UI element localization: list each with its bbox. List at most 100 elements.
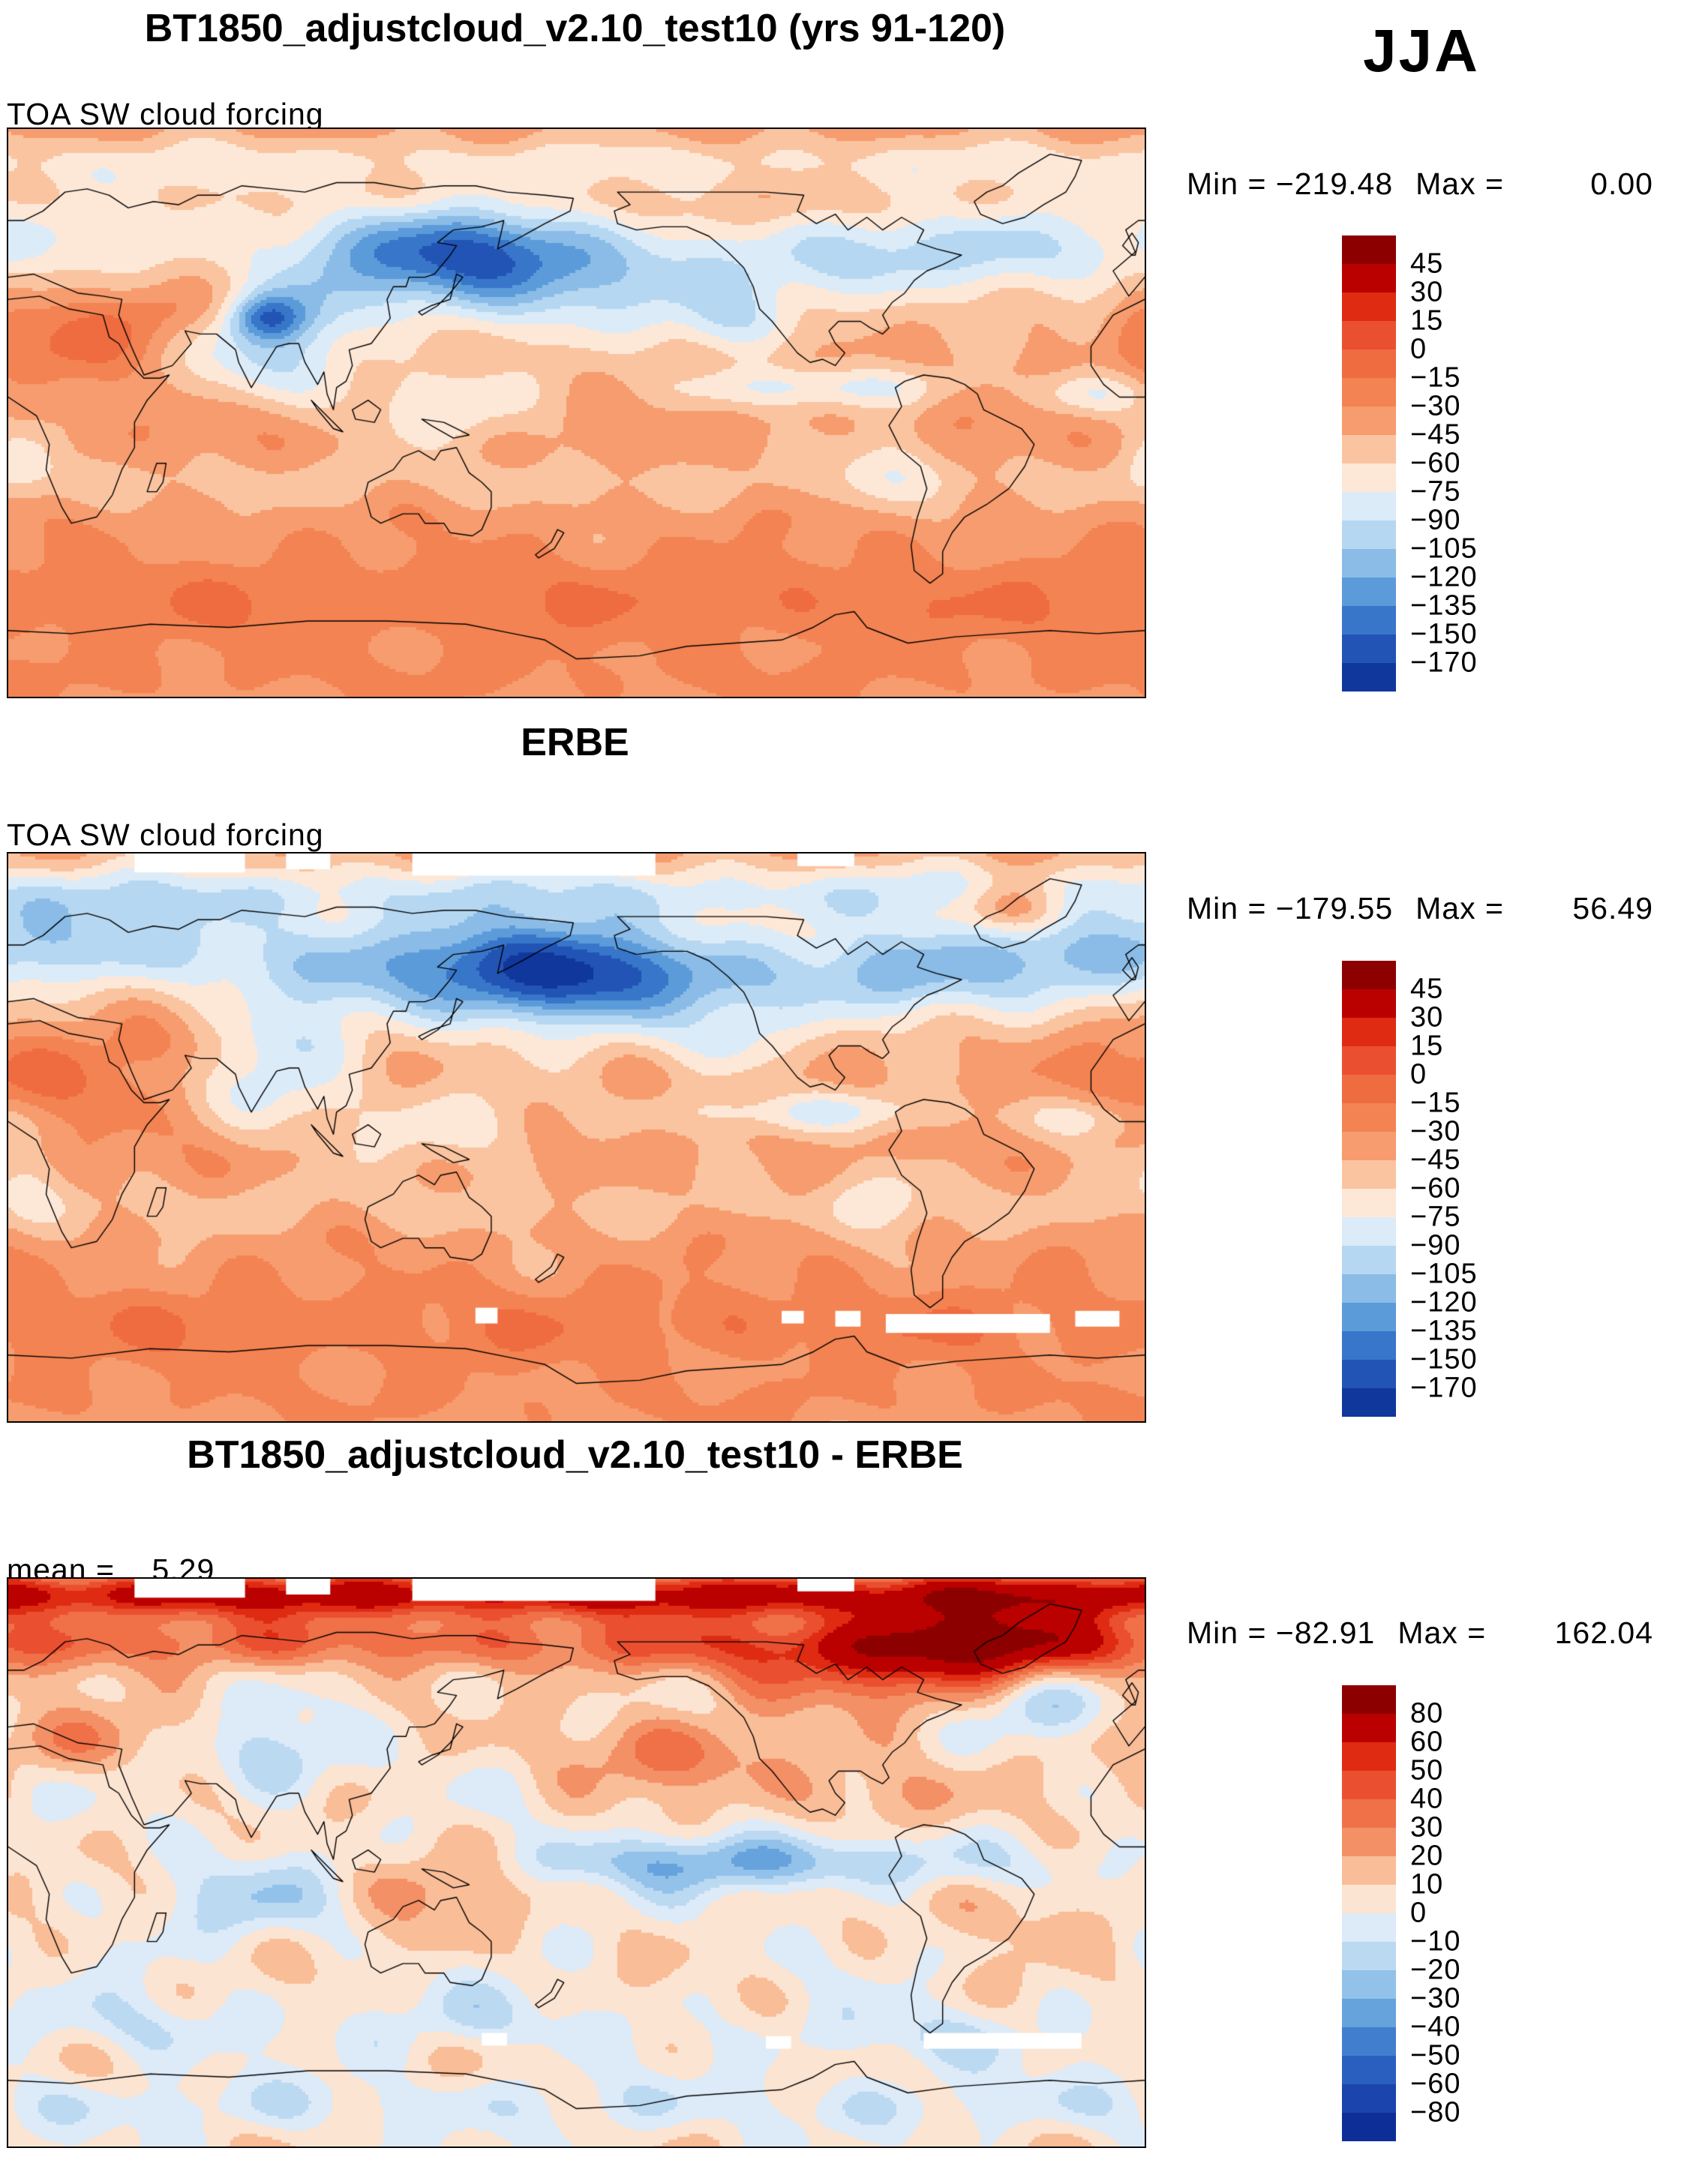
colorbar-cell [1342,236,1396,264]
colorbar-cell [1342,292,1396,321]
colorbar-cell [1342,1388,1396,1417]
colorbar-cell [1342,1742,1396,1771]
panel-title-erbe: ERBE [521,721,629,764]
panel-title-model: BT1850_adjustcloud_v2.10_test10 (yrs 91-… [144,7,1006,50]
min-stat: Min = −82.91 [1187,1616,1376,1650]
colorbar-cell [1342,1360,1396,1388]
colorbar-tick-label: −105 [1410,532,1478,565]
colorbar-tick-label: −45 [1410,1144,1461,1176]
panel-stats-row-erbe: TOA SW cloud forcing mean= −52.27 W/m2 [7,782,1143,922]
colorbar-tick-label: −20 [1410,1954,1461,1986]
colorbar-tick-label: −90 [1410,1229,1461,1262]
colorbar-cell [1342,321,1396,350]
colorbar-tick-label: −15 [1410,1087,1461,1119]
colorbar-tick-label: −170 [1410,646,1478,679]
min-stat: Min = −179.55 [1187,891,1394,926]
max-label: Max = [1397,1616,1487,1650]
panel-title-difference: BT1850_adjustcloud_v2.10_test10 - ERBE [187,1433,963,1477]
colorbar-ticks-model: 45 30 15 0 −15 −30 −45 −60 −75 −90 −105 −120 −135 −15… [1410,236,1575,692]
panel-stats-row-difference: mean = 5.29 rmse = 18.22 W/m2 [7,1517,1143,1658]
colorbar-cell [1342,1942,1396,1970]
colorbar-tick-label: −45 [1410,418,1461,451]
colorbar-cell [1342,492,1396,520]
colorbar-tick-label: −120 [1410,1286,1478,1318]
colorbar-tick-label: 15 [1410,1030,1444,1062]
colorbar-tick-label: 0 [1410,1058,1427,1090]
colorbar-cell [1342,634,1396,663]
colorbar-difference [1342,1685,1396,2141]
colorbar-cell [1342,1885,1396,1913]
colorbar-tick-label: −170 [1410,1372,1478,1404]
colorbar-cell [1342,663,1396,692]
colorbar-cell [1342,520,1396,549]
colorbar-cell [1342,2084,1396,2113]
colorbar-tick-label: −75 [1410,1201,1461,1233]
colorbar-tick-label: 0 [1410,1897,1427,1929]
panel-stats-row-model: TOA SW cloud forcing mean= −46.98 W/m2 [7,62,1143,202]
variable-label: TOA SW cloud forcing [7,97,324,131]
colorbar-cell [1342,989,1396,1018]
colorbar-ticks-erbe: 45 30 15 0 −15 −30 −45 −60 −75 −90 −105 −120 −135 −15… [1410,961,1575,1417]
colorbar-cell [1342,1303,1396,1331]
colorbar-cell [1342,2027,1396,2056]
colorbar-tick-label: 45 [1410,973,1444,1005]
colorbar-cell [1342,1160,1396,1189]
colorbar-cell [1342,1913,1396,1942]
colorbar-tick-label: 30 [1410,1001,1444,1034]
colorbar-tick-label: −60 [1410,2068,1461,2100]
minmax-line-difference: Min = −82.91 Max = 162.04 [1187,1616,1653,1651]
colorbar-tick-label: 40 [1410,1783,1444,1815]
colorbar-tick-label: 20 [1410,1840,1444,1872]
colorbar-cell [1342,1856,1396,1885]
season-label: JJA [1363,17,1480,84]
max-label: Max = [1415,166,1504,201]
colorbar-cell [1342,961,1396,989]
max-value: 56.49 [1572,891,1653,926]
colorbar-tick-label: −50 [1410,2039,1461,2072]
colorbar-tick-label: −120 [1410,561,1478,593]
colorbar-tick-label: −150 [1410,1343,1478,1376]
colorbar-cell [1342,406,1396,435]
colorbar-erbe [1342,961,1396,1417]
colorbar-cell [1342,264,1396,292]
colorbar-cell [1342,1246,1396,1274]
colorbar-cell [1342,378,1396,406]
minmax-line-model: Min = −219.48 Max = 0.00 [1187,166,1653,202]
colorbar-cell [1342,1217,1396,1246]
colorbar-cell [1342,1714,1396,1742]
colorbar-cell [1342,1075,1396,1103]
colorbar-tick-label: −90 [1410,504,1461,536]
colorbar-cell [1342,1799,1396,1828]
max-value: 162.04 [1554,1616,1653,1650]
colorbar-cell [1342,1274,1396,1303]
colorbar-tick-label: −30 [1410,390,1461,422]
colorbar-tick-label: −105 [1410,1258,1478,1290]
colorbar-tick-label: 10 [1410,1868,1444,1900]
colorbar-cell [1342,1771,1396,1799]
colorbar-tick-label: −60 [1410,447,1461,479]
colorbar-tick-label: −80 [1410,2096,1461,2128]
colorbar-tick-label: 30 [1410,1811,1444,1844]
max-value: 0.00 [1590,166,1653,201]
colorbar-tick-label: −150 [1410,618,1478,650]
colorbar-tick-label: −30 [1410,1115,1461,1148]
colorbar-cell [1342,350,1396,378]
colorbar-cell [1342,1685,1396,1714]
colorbar-tick-label: 80 [1410,1697,1444,1730]
colorbar-cell [1342,435,1396,464]
colorbar-tick-label: 15 [1410,304,1444,337]
colorbar-cell [1342,2056,1396,2084]
colorbar-cell [1342,1046,1396,1075]
max-label: Max = [1415,891,1504,926]
colorbar-tick-label: −40 [1410,2011,1461,2043]
colorbar-tick-label: −135 [1410,590,1478,622]
colorbar-cell [1342,606,1396,634]
colorbar-tick-label: −15 [1410,362,1461,394]
colorbar-cell [1342,1018,1396,1046]
colorbar-cell [1342,578,1396,606]
map-canvas-erbe [7,852,1146,1423]
minmax-line-erbe: Min = −179.55 Max = 56.49 [1187,891,1653,926]
colorbar-cell [1342,1189,1396,1217]
colorbar-tick-label: 50 [1410,1754,1444,1786]
